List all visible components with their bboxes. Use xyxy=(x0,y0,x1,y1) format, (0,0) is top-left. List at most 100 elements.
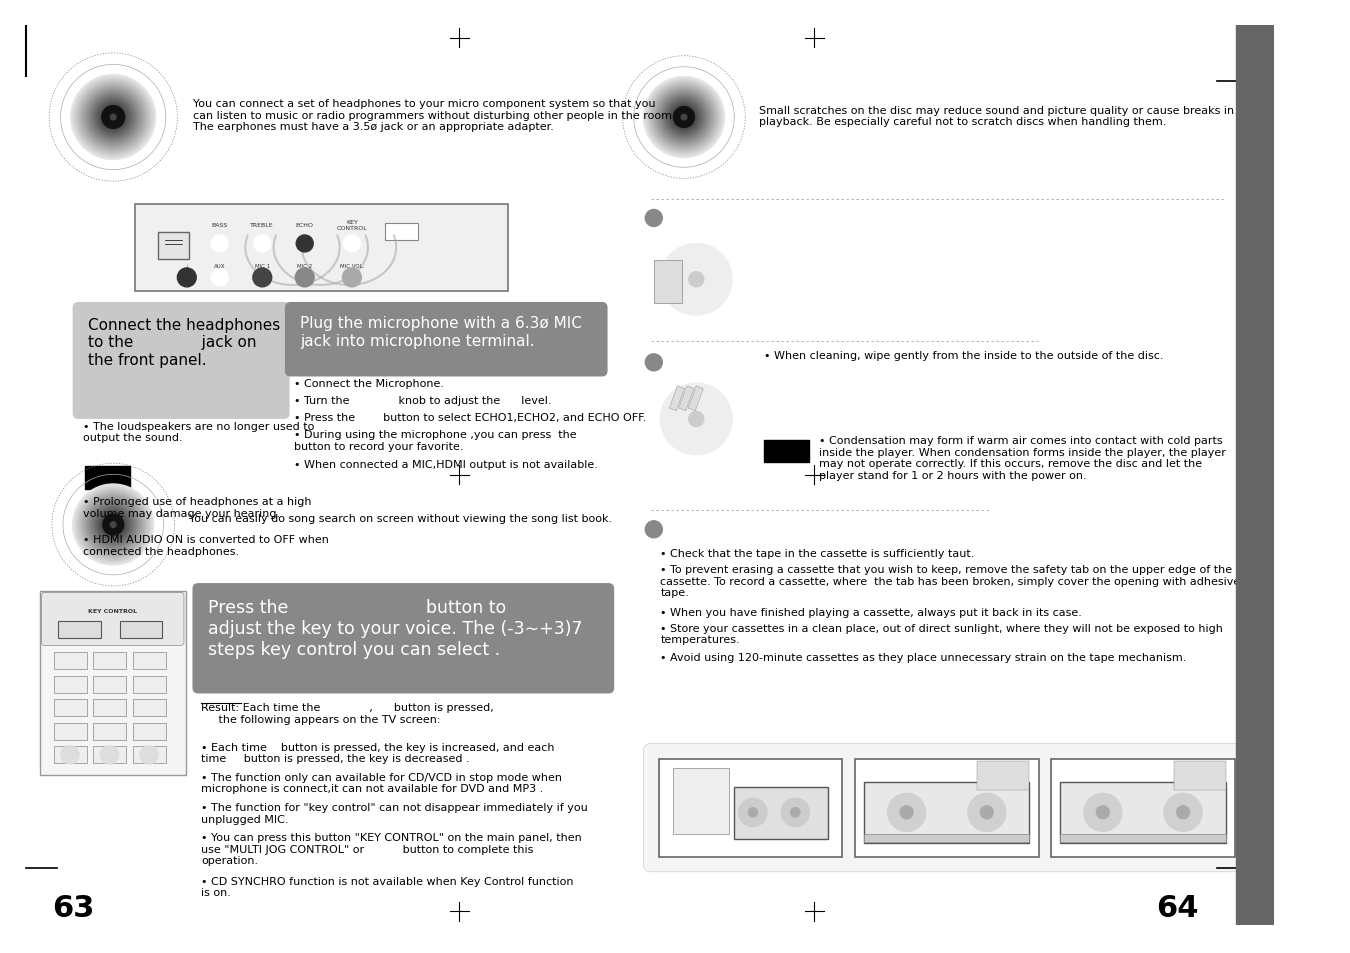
Bar xyxy=(653,261,682,304)
Bar xyxy=(93,700,127,717)
Bar xyxy=(679,387,694,412)
Circle shape xyxy=(76,81,151,155)
Bar xyxy=(855,759,1038,857)
Circle shape xyxy=(660,93,709,142)
Circle shape xyxy=(139,745,158,764)
Circle shape xyxy=(61,745,80,764)
Circle shape xyxy=(97,509,130,541)
Text: • When cleaning, wipe gently from the inside to the outside of the disc.: • When cleaning, wipe gently from the in… xyxy=(764,351,1164,360)
Text: • Prolonged use of headphones at a high
volume may damage your hearing.: • Prolonged use of headphones at a high … xyxy=(82,497,312,518)
Circle shape xyxy=(77,82,148,153)
Bar xyxy=(54,723,86,740)
Text: AUX: AUX xyxy=(215,263,225,269)
Circle shape xyxy=(86,91,140,145)
Circle shape xyxy=(81,86,146,151)
Text: • Each time    button is pressed, the key is increased, and each
time     button: • Each time button is pressed, the key i… xyxy=(201,741,555,763)
Circle shape xyxy=(84,89,142,147)
Circle shape xyxy=(900,806,913,819)
Bar xyxy=(670,387,684,412)
Text: Connect the headphones
to the              jack on
the front panel.: Connect the headphones to the jack on th… xyxy=(88,317,279,368)
Text: Press the                         button to
adjust the key to your voice. The (-: Press the button to adjust the key to yo… xyxy=(208,598,582,659)
Circle shape xyxy=(96,101,131,135)
Text: • To prevent erasing a cassette that you wish to keep, remove the safety tab on : • To prevent erasing a cassette that you… xyxy=(660,564,1241,598)
Text: KEY
CONTROL: KEY CONTROL xyxy=(336,220,367,231)
Circle shape xyxy=(660,244,732,315)
Circle shape xyxy=(111,522,116,528)
Circle shape xyxy=(95,99,132,136)
Text: • Check that the tape in the cassette is sufficiently taut.: • Check that the tape in the cassette is… xyxy=(660,549,975,558)
Circle shape xyxy=(980,806,994,819)
Bar xyxy=(54,652,86,669)
Circle shape xyxy=(343,269,362,288)
FancyBboxPatch shape xyxy=(644,743,1243,872)
Text: • When you have finished playing a cassette, always put it back in its case.: • When you have finished playing a casse… xyxy=(660,607,1083,617)
Circle shape xyxy=(666,100,702,136)
Circle shape xyxy=(77,489,148,560)
Bar xyxy=(39,591,186,775)
Text: • The function only can available for CD/VCD in stop mode when
microphone is con: • The function only can available for CD… xyxy=(201,772,562,794)
Bar xyxy=(1052,759,1235,857)
Text: • You can press this button "KEY CONTROL" on the main panel, then
use "MULTI JOG: • You can press this button "KEY CONTROL… xyxy=(201,832,582,865)
Bar xyxy=(93,652,127,669)
Text: ECHO: ECHO xyxy=(296,223,313,228)
Circle shape xyxy=(93,505,132,544)
Bar xyxy=(134,723,166,740)
Bar xyxy=(1060,834,1226,841)
Circle shape xyxy=(648,82,720,153)
Circle shape xyxy=(1164,794,1202,831)
Bar xyxy=(385,223,418,240)
Bar xyxy=(1060,782,1226,843)
Circle shape xyxy=(108,520,119,530)
Circle shape xyxy=(664,98,703,137)
Text: 63: 63 xyxy=(51,893,94,922)
Bar xyxy=(688,387,703,412)
Circle shape xyxy=(660,384,732,456)
Circle shape xyxy=(296,235,313,253)
Circle shape xyxy=(656,91,711,146)
Bar xyxy=(977,761,1029,790)
Text: • The function for "key control" can not disappear immediately if you
unplugged : • The function for "key control" can not… xyxy=(201,802,587,823)
Circle shape xyxy=(92,504,135,546)
Text: Small scratches on the disc may reduce sound and picture quality or cause breaks: Small scratches on the disc may reduce s… xyxy=(760,106,1235,128)
Circle shape xyxy=(76,488,151,562)
Circle shape xyxy=(888,794,926,831)
Bar xyxy=(85,467,130,489)
Circle shape xyxy=(108,112,119,123)
Circle shape xyxy=(645,79,724,157)
Circle shape xyxy=(748,808,757,817)
Text: • Connect the Microphone.: • Connect the Microphone. xyxy=(294,379,444,389)
Circle shape xyxy=(107,518,120,532)
Text: • During using the microphone ,you can press  the
button to record your favorite: • During using the microphone ,you can p… xyxy=(294,430,576,452)
Circle shape xyxy=(85,497,140,553)
Text: • Condensation may form if warm air comes into contact with cold parts
inside th: • Condensation may form if warm air come… xyxy=(819,436,1226,480)
Circle shape xyxy=(84,496,143,555)
Circle shape xyxy=(99,510,128,539)
Circle shape xyxy=(254,235,271,253)
Circle shape xyxy=(670,103,699,132)
Circle shape xyxy=(88,499,139,551)
Circle shape xyxy=(81,493,146,558)
Bar xyxy=(93,746,127,763)
Bar xyxy=(58,621,101,639)
Bar xyxy=(659,759,842,857)
Circle shape xyxy=(103,515,124,536)
Circle shape xyxy=(73,77,154,158)
Circle shape xyxy=(968,794,1006,831)
Circle shape xyxy=(674,108,694,128)
Circle shape xyxy=(100,745,119,764)
FancyBboxPatch shape xyxy=(73,303,290,419)
Circle shape xyxy=(90,95,135,140)
Circle shape xyxy=(103,516,123,535)
Circle shape xyxy=(1176,806,1189,819)
FancyBboxPatch shape xyxy=(193,583,614,694)
Circle shape xyxy=(688,273,703,288)
Circle shape xyxy=(674,108,694,129)
Circle shape xyxy=(653,87,716,149)
Circle shape xyxy=(680,114,687,121)
Text: • Turn the              knob to adjust the      level.: • Turn the knob to adjust the level. xyxy=(294,395,552,406)
Bar xyxy=(93,676,127,693)
Circle shape xyxy=(74,79,153,157)
Circle shape xyxy=(688,412,703,427)
Circle shape xyxy=(1096,806,1110,819)
Circle shape xyxy=(70,75,155,160)
